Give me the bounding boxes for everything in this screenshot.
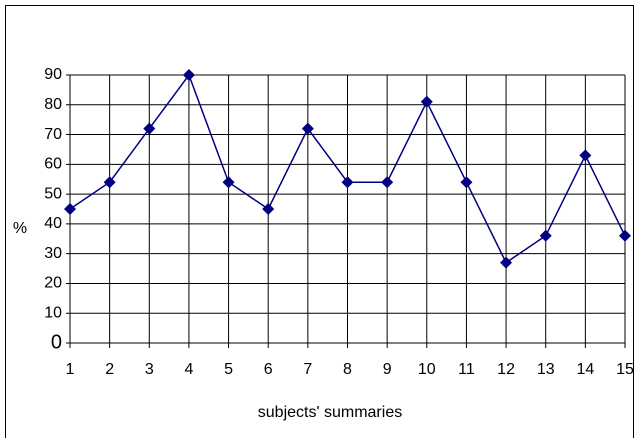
marker xyxy=(64,203,76,215)
y-tick-label: 70 xyxy=(44,126,62,143)
marker xyxy=(420,95,433,108)
x-tick-label: 12 xyxy=(497,361,515,378)
y-tick-label: 40 xyxy=(44,215,62,232)
marker xyxy=(539,229,552,242)
x-tick-label: 5 xyxy=(224,361,233,378)
x-tick-label: 9 xyxy=(383,361,392,378)
y-tick-label: 80 xyxy=(44,96,62,113)
x-tick-label: 13 xyxy=(537,361,555,378)
marker xyxy=(381,176,394,189)
marker xyxy=(262,203,275,215)
x-tick-label: 1 xyxy=(66,361,75,378)
marker xyxy=(301,122,314,135)
marker xyxy=(619,229,631,242)
y-tick-label: 0 xyxy=(51,331,62,353)
marker xyxy=(182,69,195,81)
marker xyxy=(143,122,156,135)
y-tick-label: 60 xyxy=(44,156,62,173)
y-tick-label: 90 xyxy=(44,66,62,83)
marker xyxy=(460,176,473,189)
marker xyxy=(579,149,592,162)
y-tick-label: 20 xyxy=(44,275,62,292)
x-tick-label: 10 xyxy=(418,361,436,378)
y-tick-label: 50 xyxy=(44,185,62,202)
x-tick-label: 2 xyxy=(105,361,114,378)
y-tick-label: 30 xyxy=(44,245,62,262)
x-tick-label: 6 xyxy=(264,361,273,378)
x-axis-label: subjects' summaries xyxy=(258,404,402,421)
marker xyxy=(500,256,513,269)
marker xyxy=(341,176,354,189)
y-tick-label: 10 xyxy=(44,304,62,321)
y-axis-label: % xyxy=(13,220,27,237)
chart-frame xyxy=(5,5,634,438)
x-tick-label: 3 xyxy=(145,361,154,378)
marker xyxy=(103,176,116,189)
x-tick-label: 11 xyxy=(458,361,475,378)
x-tick-label: 14 xyxy=(576,361,594,378)
x-tick-label: 7 xyxy=(303,361,312,378)
x-tick-label: 15 xyxy=(616,361,634,378)
x-tick-label: 8 xyxy=(343,361,352,378)
marker xyxy=(222,176,235,189)
x-tick-label: 4 xyxy=(184,361,193,378)
